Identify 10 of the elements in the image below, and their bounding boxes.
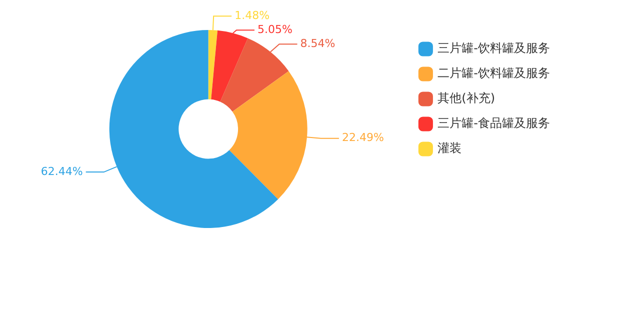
data-label: 8.54% [300, 36, 336, 50]
legend-label: 三片罐-饮料罐及服务 [438, 41, 550, 56]
legend-label: 二片罐-饮料罐及服务 [438, 66, 550, 80]
data-label: 22.49% [342, 131, 384, 144]
data-label: 5.05% [257, 22, 292, 36]
data-label: 62.44% [40, 164, 83, 178]
legend-label: 三片罐-食品罐及服务 [438, 116, 550, 130]
legend-label: 其他(补充) [438, 91, 496, 106]
data-label: 1.48% [234, 8, 270, 22]
legend-label: 灌装 [438, 141, 462, 156]
